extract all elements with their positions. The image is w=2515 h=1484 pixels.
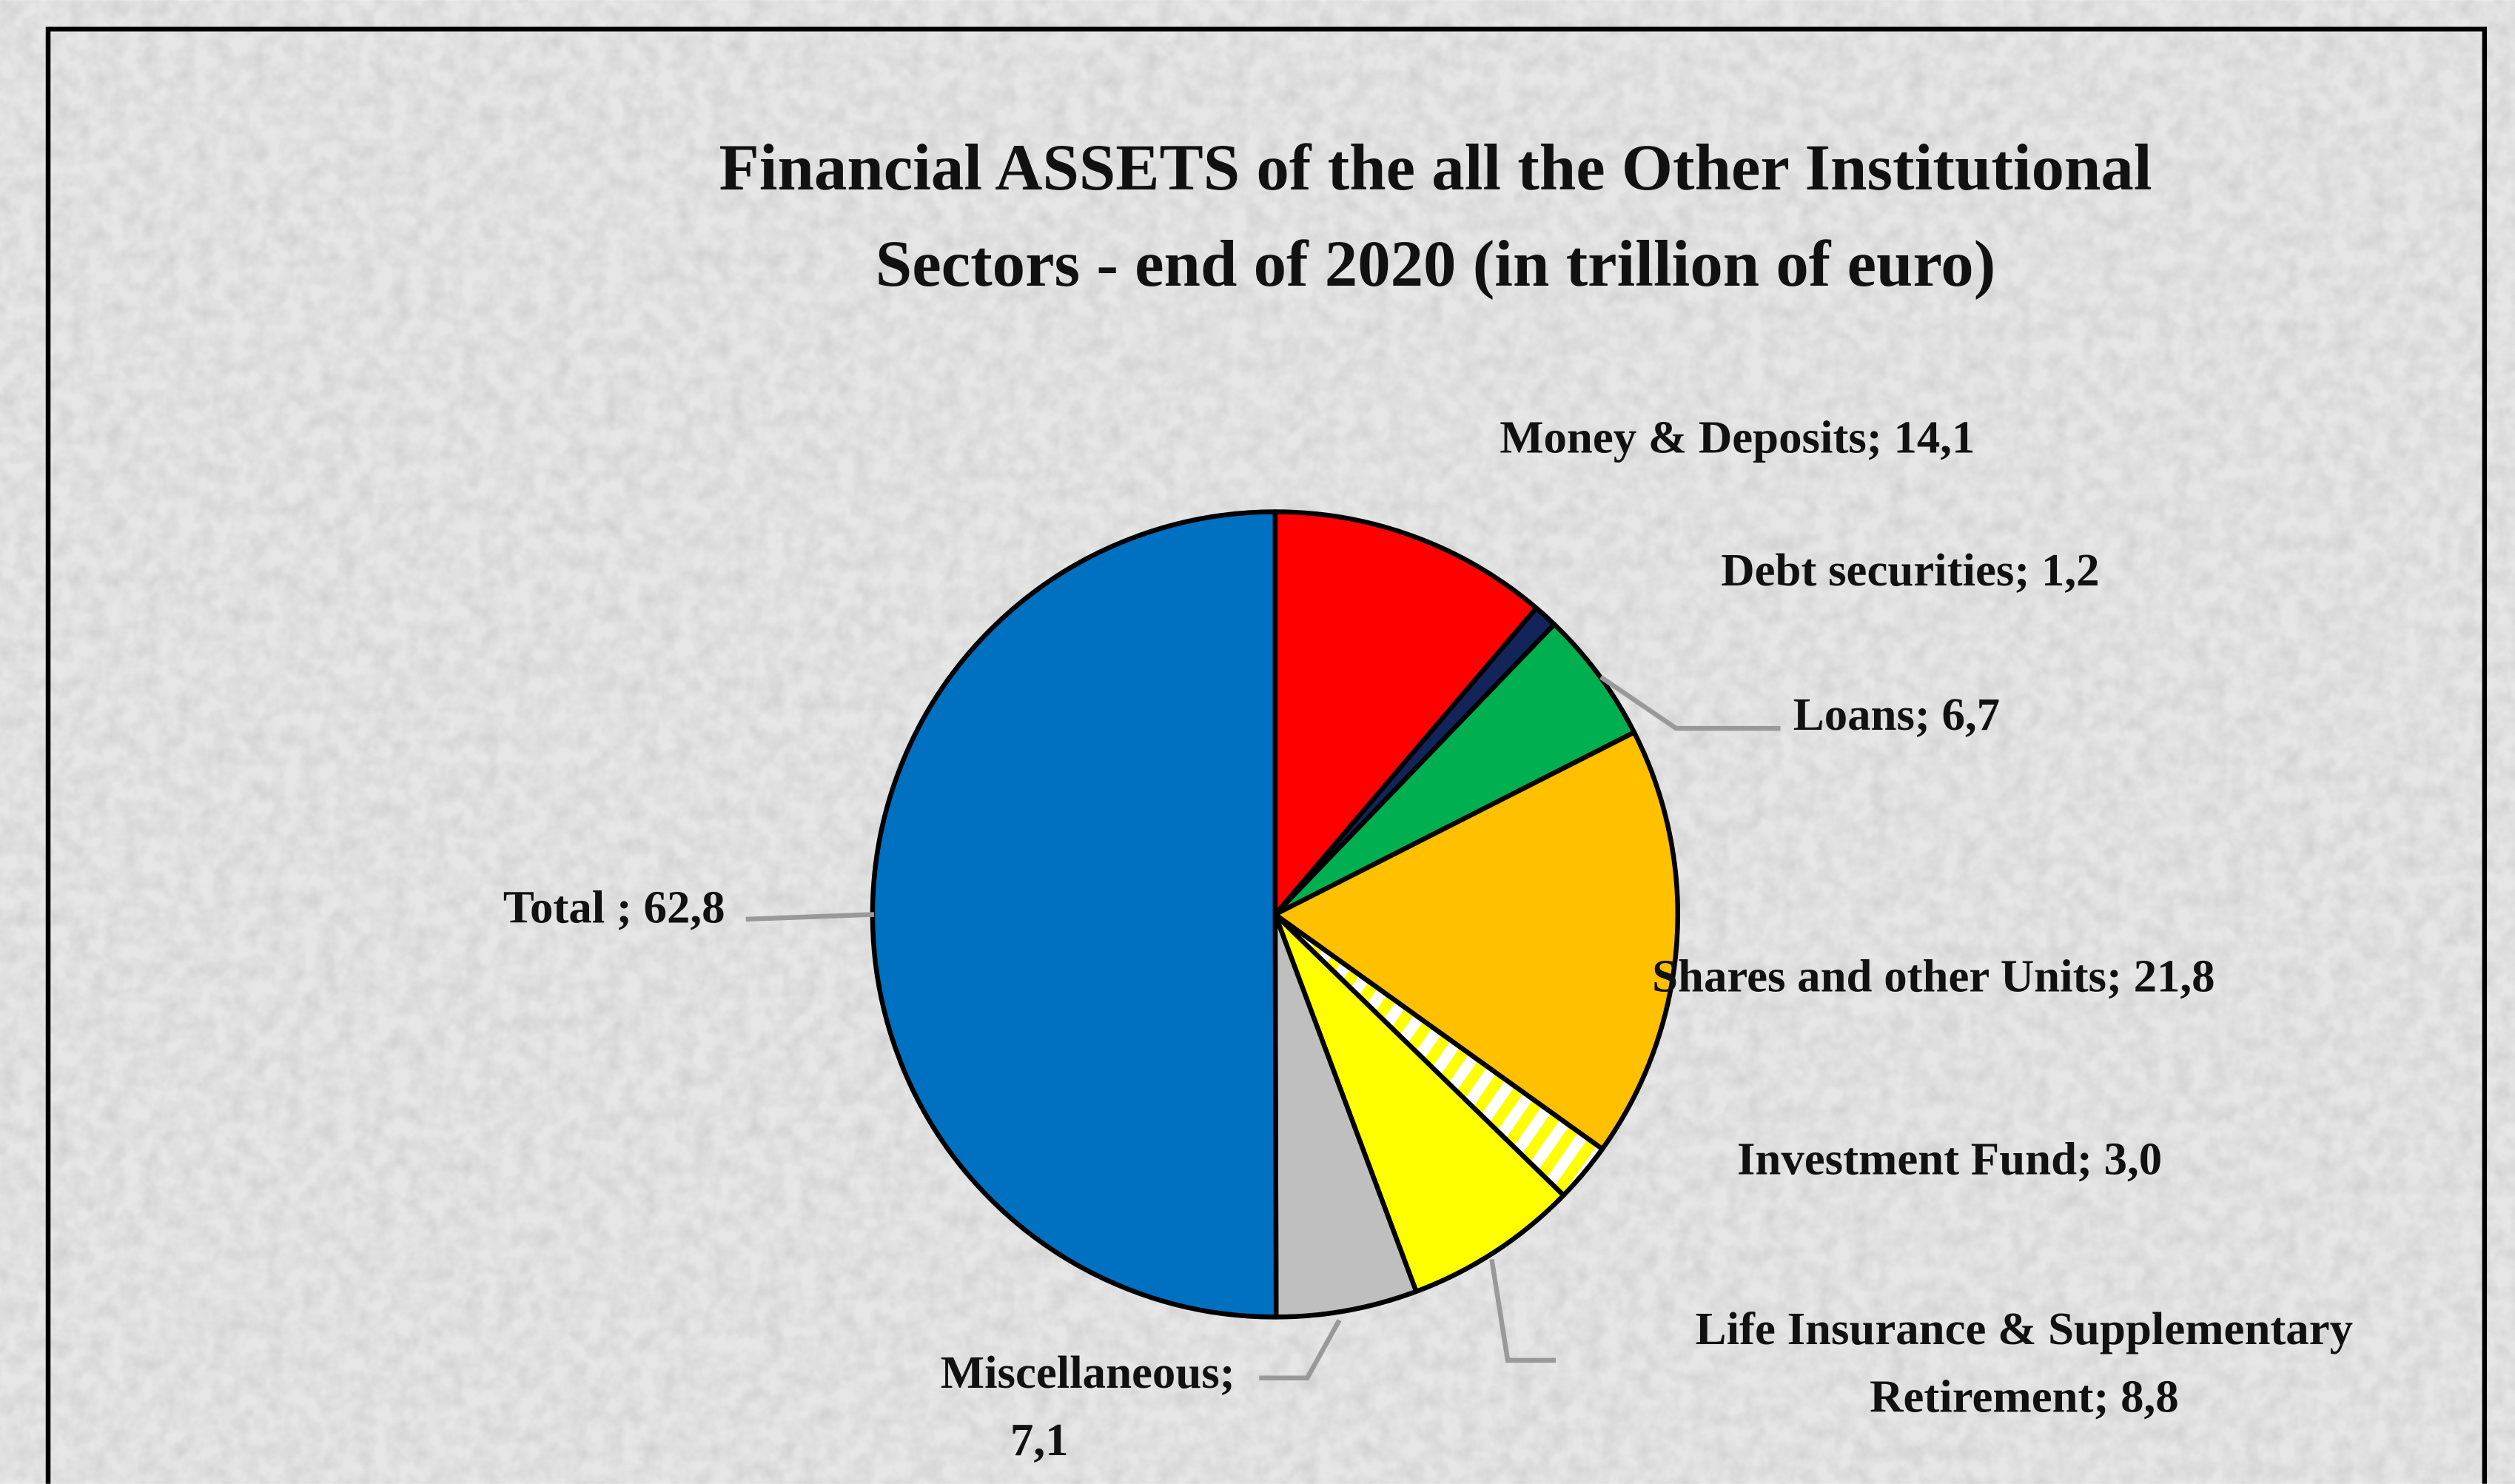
- data-label: Total ; 62,8: [503, 881, 725, 933]
- pie-slice: [1272, 912, 1419, 1320]
- data-label: Debt securities; 1,2: [1721, 544, 2099, 596]
- data-label: Money & Deposits; 14,1: [1500, 411, 1975, 463]
- chart-title: Sectors - end of 2020 (in trillion of eu…: [876, 228, 1995, 301]
- data-label: Life Insurance & Supplementary: [1696, 1303, 2353, 1354]
- leader-line: [745, 912, 875, 922]
- leader-line: [1489, 1258, 1557, 1363]
- leader-line: [1599, 675, 1781, 731]
- pie-slice: [1272, 730, 1680, 1152]
- pie-slice: [1272, 912, 1566, 1295]
- pie-slice: [1272, 622, 1637, 917]
- slices: [870, 509, 1680, 1320]
- frame: [45, 26, 2488, 1484]
- data-label: Retirement; 8,8: [1870, 1370, 2179, 1422]
- data-label: 7,1: [1010, 1414, 1069, 1465]
- leader-line: [1259, 1319, 1342, 1381]
- chart-title: Financial ASSETS of the all the Other In…: [719, 132, 2152, 204]
- data-label: Miscellaneous;: [941, 1346, 1235, 1398]
- data-label: Investment Fund; 3,0: [1737, 1133, 2162, 1185]
- data-label: Shares and other Units; 21,8: [1652, 950, 2215, 1001]
- data-label: Loans; 6,7: [1793, 688, 2000, 740]
- leader-lines: [745, 675, 1781, 1381]
- pie-slice: [1272, 509, 1539, 917]
